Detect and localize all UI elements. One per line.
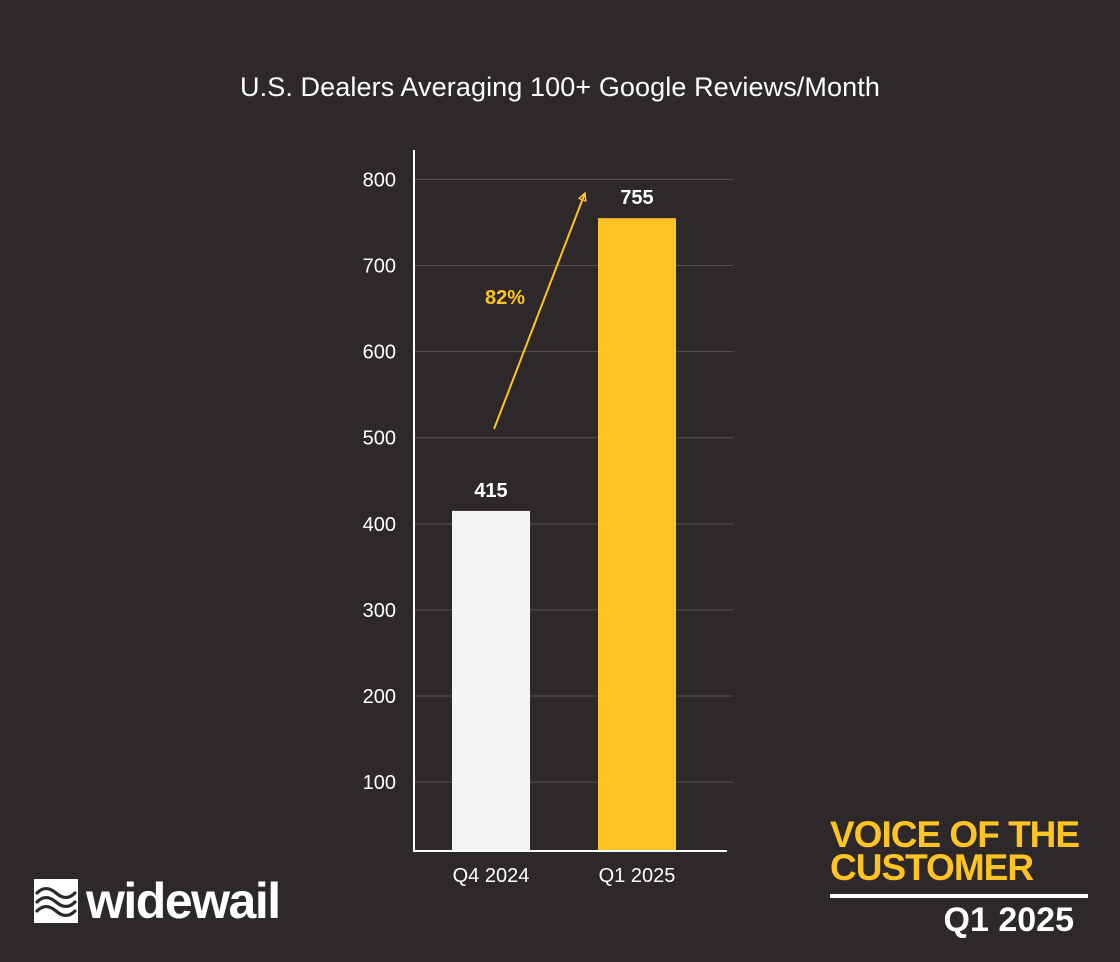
widewail-wave-icon	[34, 879, 78, 923]
bar-q4-2024	[452, 510, 530, 851]
growth-arrow	[493, 193, 585, 430]
bar-value-label: 755	[620, 187, 653, 209]
y-tick-label: 800	[363, 169, 396, 191]
report-period: Q1 2025	[943, 901, 1074, 939]
y-tick-label: 100	[363, 772, 396, 794]
bar-q1-2025	[598, 218, 676, 852]
y-tick-label: 500	[363, 428, 396, 450]
report-title-line2: CUSTOMER	[830, 847, 1034, 888]
bar-value-label: 415	[474, 480, 507, 502]
y-tick-label: 700	[363, 256, 396, 278]
widewail-logo: widewail	[34, 873, 281, 929]
y-tick-label: 200	[363, 686, 396, 708]
chart-title: U.S. Dealers Averaging 100+ Google Revie…	[240, 72, 880, 102]
voice-of-customer-badge: VOICE OF THE CUSTOMER Q1 2025	[830, 814, 1088, 940]
y-tick-label: 600	[363, 342, 396, 364]
badge-divider	[830, 894, 1088, 898]
growth-percent-label: 82%	[485, 287, 525, 309]
logo-text: widewail	[86, 873, 281, 929]
y-tick-label: 400	[363, 514, 396, 536]
y-tick-label: 300	[363, 600, 396, 622]
x-tick-label: Q1 2025	[599, 865, 676, 887]
report-title-line1: VOICE OF THE	[830, 814, 1080, 855]
x-tick-label: Q4 2024	[453, 865, 530, 887]
